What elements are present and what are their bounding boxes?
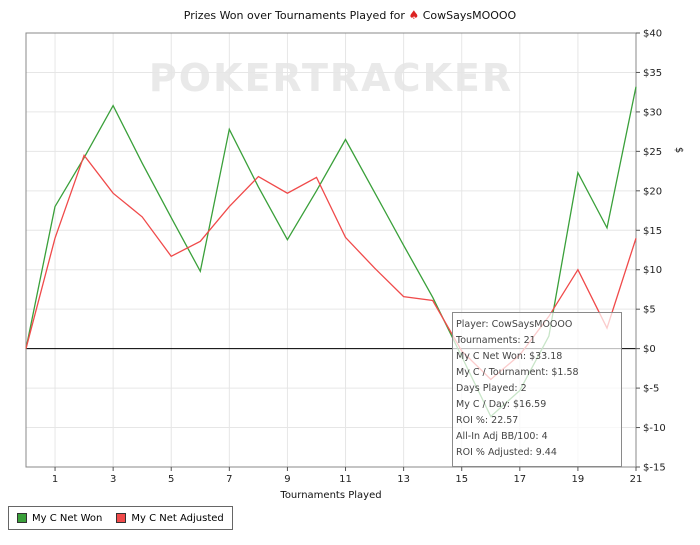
plot-border <box>25 32 637 468</box>
x-axis-label: Tournaments Played <box>279 490 381 501</box>
y-tick-label: $-15 <box>643 463 666 474</box>
x-tick-label: 11 <box>339 474 352 485</box>
y-axis-label: $ <box>673 147 684 153</box>
tooltip-line: Player: CowSaysMOOOO <box>456 319 573 330</box>
x-tick-label: 1 <box>52 474 58 485</box>
tooltip-line: ROI %: 22.57 <box>456 415 519 426</box>
y-tick-label: $-10 <box>643 423 666 434</box>
tooltip-line: Tournaments: 21 <box>456 335 536 346</box>
legend-item: My C Net Adjusted <box>116 512 224 524</box>
tooltip-line: My C / Tournament: $1.58 <box>456 367 579 378</box>
y-tick-label: $40 <box>643 29 662 40</box>
y-tick-label: $5 <box>643 305 656 316</box>
tooltip-line: My C Net Won: $33.18 <box>456 351 563 362</box>
chart-legend: My C Net Won My C Net Adjusted <box>8 506 233 530</box>
x-tick-label: 9 <box>284 474 290 485</box>
legend-item: My C Net Won <box>17 513 102 524</box>
x-tick-label: 15 <box>455 474 468 485</box>
watermark: POKERTRACKER <box>149 56 513 100</box>
x-tick-label: 3 <box>110 474 116 485</box>
y-tick-label: $-5 <box>643 384 659 395</box>
legend-swatch <box>116 513 127 523</box>
legend-swatch <box>17 513 27 523</box>
x-tick-label: 5 <box>168 474 174 485</box>
chart-title-player: CowSaysMOOOO <box>422 9 517 22</box>
tooltip-line: Days Played: 2 <box>456 383 527 394</box>
y-tick-label: $30 <box>643 107 662 118</box>
stats-tooltip: Player: CowSaysMOOOO Tournaments: 21 My C … <box>452 312 622 467</box>
tooltip-line: All-In Adj BB/100: 4 <box>456 431 548 442</box>
legend-label: My C Net Adjusted <box>131 512 224 524</box>
x-tick-label: 13 <box>397 474 410 485</box>
chart-title-container: Prizes Won over Tournaments Played for ♠… <box>0 8 700 22</box>
x-tick-label: 21 <box>630 474 643 485</box>
chart-title: Prizes Won over Tournaments Played for <box>183 9 405 22</box>
tooltip-line: My C / Day: $16.59 <box>456 399 547 410</box>
x-tick-label: 17 <box>513 474 526 485</box>
y-tick-label: $35 <box>643 68 662 79</box>
x-tick-label: 19 <box>572 474 585 485</box>
x-tick-label: 7 <box>226 474 232 485</box>
y-tick-label: $25 <box>643 147 662 158</box>
y-tick-label: $15 <box>643 226 662 237</box>
spade-icon: ♠ <box>408 8 420 22</box>
y-tick-label: $0 <box>643 344 656 355</box>
y-tick-label: $20 <box>643 186 662 197</box>
tooltip-line: ROI % Adjusted: 9.44 <box>456 447 557 458</box>
legend-label: My C Net Won <box>32 512 103 524</box>
y-tick-label: $10 <box>643 265 662 276</box>
